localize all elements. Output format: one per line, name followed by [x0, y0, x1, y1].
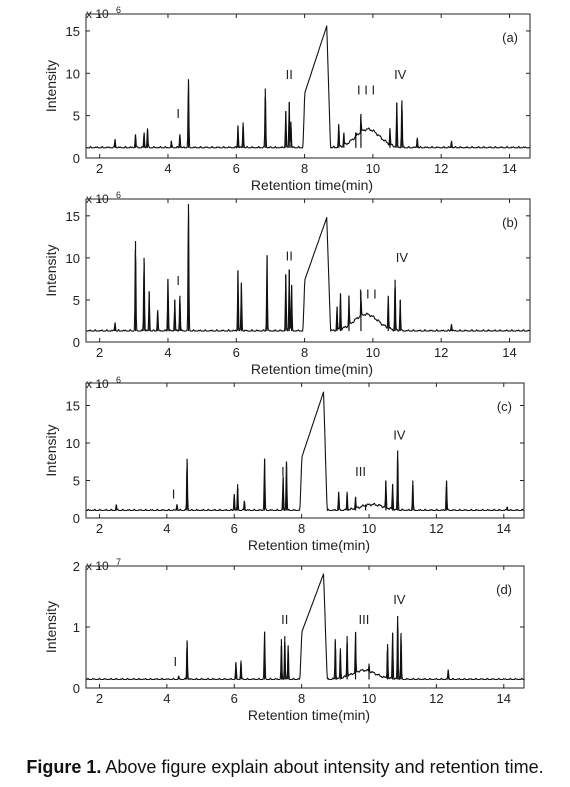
y-axis-label: Intensity — [43, 601, 59, 653]
y-tick-label: 15 — [66, 399, 80, 414]
y-tick-label: 1 — [73, 620, 80, 635]
region-label: II — [286, 248, 293, 263]
x-axis-label: Retention time(min) — [251, 177, 373, 193]
axis-multiplier-exponent: 6 — [116, 5, 121, 15]
x-axis-label: Retention time(min) — [251, 361, 373, 377]
x-tick-label: 12 — [434, 345, 448, 360]
axis-multiplier: x 10 — [86, 192, 109, 206]
x-tick-label: 14 — [502, 161, 516, 176]
x-tick-label: 6 — [231, 521, 238, 536]
region-label: I I I — [359, 286, 377, 301]
region-label: I — [173, 654, 177, 669]
chromatogram-trace — [85, 25, 531, 149]
panel-label: (a) — [502, 30, 518, 45]
axis-multiplier: x 10 — [86, 559, 109, 573]
axis-multiplier-exponent: 6 — [116, 375, 121, 385]
figure-caption: Figure 1. Above figure explain about int… — [0, 757, 570, 778]
chart-panel-1: 2 4 6 8 10 12 14 0 5 10 15 x 10 6 Retention time(min)… — [43, 5, 531, 193]
y-axis-label: Intensity — [43, 244, 59, 296]
x-tick-label: 6 — [233, 345, 240, 360]
y-tick-label: 10 — [66, 436, 80, 451]
axis-multiplier: x 10 — [86, 377, 109, 391]
panel-label: (c) — [497, 399, 512, 414]
region-label: IV — [393, 592, 406, 607]
plot-frame — [85, 13, 531, 159]
region-label: I — [176, 106, 180, 121]
caption-text: Above figure explain about intensity and… — [101, 757, 544, 777]
plot-frame — [85, 565, 525, 689]
x-tick-label: 10 — [366, 161, 380, 176]
region-label: IV — [394, 67, 407, 82]
y-tick-label: 10 — [66, 66, 80, 81]
x-tick-label: 8 — [298, 521, 305, 536]
chromatogram-trace — [85, 573, 525, 681]
chromatogram-trace — [85, 391, 525, 512]
x-tick-label: 14 — [497, 691, 511, 706]
x-tick-label: 2 — [96, 521, 103, 536]
y-tick-label: 5 — [73, 474, 80, 489]
y-tick-label: 15 — [66, 24, 80, 39]
x-tick-label: 10 — [366, 345, 380, 360]
y-tick-label: 10 — [66, 251, 80, 266]
x-tick-label: 14 — [502, 345, 516, 360]
region-label: IV — [393, 427, 406, 442]
x-tick-label: 4 — [163, 691, 170, 706]
y-tick-label: 2 — [73, 559, 80, 574]
x-tick-label: 12 — [429, 521, 443, 536]
x-tick-label: 12 — [429, 691, 443, 706]
x-tick-label: 2 — [96, 691, 103, 706]
caption-label: Figure 1. — [26, 757, 102, 777]
y-tick-label: 0 — [73, 681, 80, 696]
x-tick-label: 4 — [164, 345, 171, 360]
x-tick-label: 12 — [434, 161, 448, 176]
region-label: II — [281, 612, 288, 627]
x-tick-label: 10 — [362, 691, 376, 706]
region-label: IV — [396, 250, 409, 265]
x-tick-label: 8 — [301, 161, 308, 176]
x-tick-label: 10 — [362, 521, 376, 536]
y-tick-label: 0 — [73, 335, 80, 350]
region-label: I — [176, 273, 180, 288]
chart-panel-3: 2 4 6 8 10 12 14 0 5 10 15 x 10 6 Retention time(min)… — [43, 375, 525, 553]
x-axis-label: Retention time(min) — [248, 537, 370, 553]
x-tick-label: 2 — [96, 161, 103, 176]
region-label: II — [286, 67, 293, 82]
chart-panel-2: 2 4 6 8 10 12 14 0 5 10 15 x 10 6 Retention time(min)… — [43, 190, 531, 377]
region-label: I — [172, 487, 176, 502]
x-tick-label: 8 — [298, 691, 305, 706]
panel-label: (d) — [496, 582, 512, 597]
plot-frame — [85, 382, 525, 519]
region-label: I I I — [357, 82, 375, 97]
axis-multiplier-exponent: 7 — [116, 557, 121, 567]
y-tick-label: 0 — [73, 151, 80, 166]
x-tick-label: 6 — [233, 161, 240, 176]
region-label: II — [281, 464, 288, 479]
y-axis-label: Intensity — [43, 424, 59, 476]
region-label: III — [355, 464, 366, 479]
y-tick-label: 5 — [73, 293, 80, 308]
x-axis-label: Retention time(min) — [248, 707, 370, 723]
y-tick-label: 5 — [73, 109, 80, 124]
y-axis-label: Intensity — [43, 60, 59, 112]
x-tick-label: 4 — [163, 521, 170, 536]
x-tick-label: 2 — [96, 345, 103, 360]
x-tick-label: 4 — [164, 161, 171, 176]
y-tick-label: 15 — [66, 209, 80, 224]
axis-multiplier-exponent: 6 — [116, 190, 121, 200]
axis-multiplier: x 10 — [86, 7, 109, 21]
plot-frame — [85, 198, 531, 343]
region-label: III — [359, 612, 370, 627]
panel-label: (b) — [502, 215, 518, 230]
x-tick-label: 6 — [231, 691, 238, 706]
chromatogram-trace — [85, 211, 531, 332]
x-tick-label: 8 — [301, 345, 308, 360]
y-tick-label: 0 — [73, 511, 80, 526]
x-tick-label: 14 — [497, 521, 511, 536]
